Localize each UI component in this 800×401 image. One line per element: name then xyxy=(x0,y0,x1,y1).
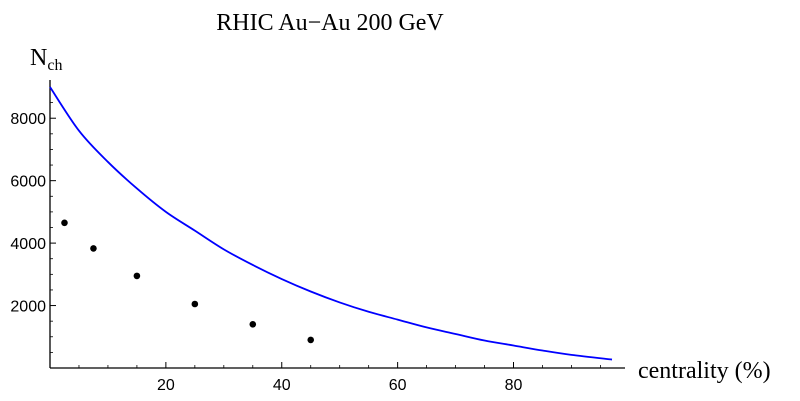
y-axis-label: Nch xyxy=(30,45,62,74)
x-tick-label: 40 xyxy=(273,377,291,394)
series-curve xyxy=(49,86,613,361)
y-axis-label-sub: ch xyxy=(47,57,62,74)
data-point xyxy=(249,320,257,328)
y-tick-label: 2000 xyxy=(10,299,46,316)
y-ticks: 2000 4000 6000 8000 xyxy=(10,102,56,353)
data-point xyxy=(133,272,141,280)
x-axis-label: centrality (%) xyxy=(638,358,771,384)
x-tick-label: 80 xyxy=(505,377,523,394)
y-axis-label-main: N xyxy=(30,45,47,71)
x-tick-label: 20 xyxy=(157,377,175,394)
series-layer xyxy=(49,86,613,361)
data-point xyxy=(61,219,68,227)
x-tick-label: 60 xyxy=(389,377,407,394)
y-tick-label: 4000 xyxy=(10,236,46,253)
chart-title: RHIC Au−Au 200 GeV xyxy=(216,10,444,36)
data-point xyxy=(191,300,199,308)
y-tick-label: 8000 xyxy=(10,111,46,128)
data-point xyxy=(307,336,315,344)
x-ticks: 20 40 60 80 xyxy=(78,362,601,394)
y-tick-label: 6000 xyxy=(10,174,46,191)
data-point xyxy=(90,245,97,252)
